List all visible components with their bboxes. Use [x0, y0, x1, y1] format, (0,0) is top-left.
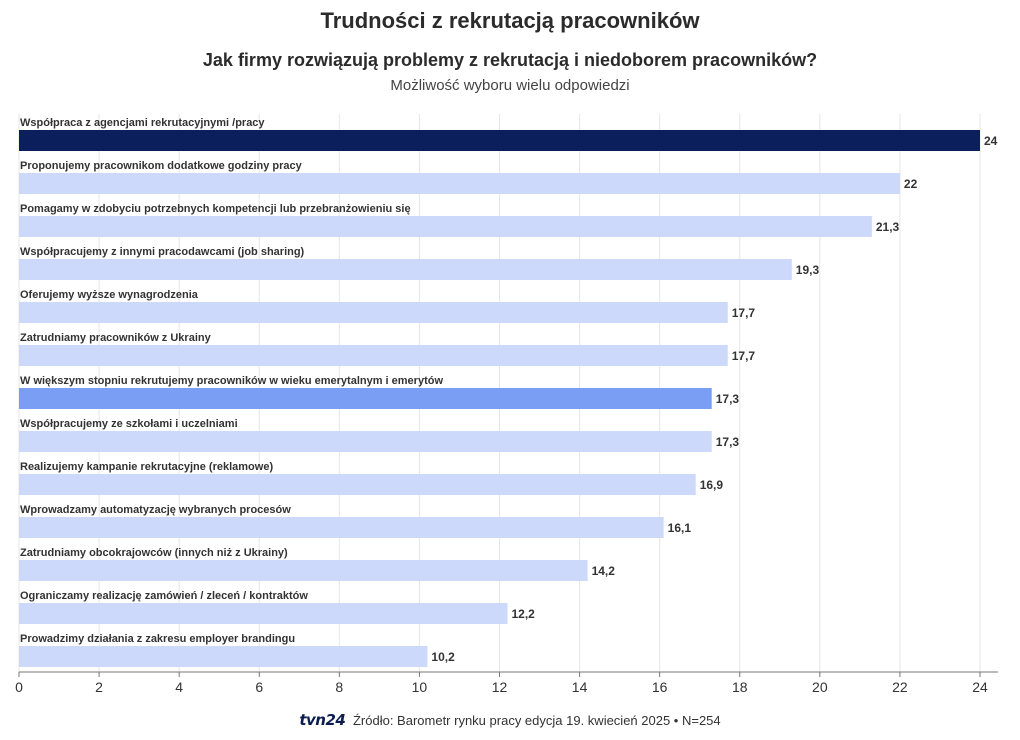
bar: [19, 603, 508, 624]
x-tick-label: 24: [972, 679, 988, 695]
category-label: Oferujemy wyższe wynagrodzenia: [20, 289, 199, 301]
bar: [19, 388, 712, 409]
x-tick-label: 20: [812, 679, 828, 695]
category-label: Proponujemy pracownikom dodatkowe godzin…: [20, 160, 303, 172]
category-label: W większym stopniu rekrutujemy pracownik…: [20, 375, 443, 387]
category-label: Prowadzimy działania z zakresu employer …: [20, 633, 295, 645]
chart-subtitle: Jak firmy rozwiązują problemy z rekrutac…: [202, 50, 818, 70]
value-label: 19,3: [796, 263, 820, 277]
value-label: 17,3: [716, 435, 740, 449]
category-label: Współpracujemy z innymi pracodawcami (jo…: [20, 246, 305, 258]
tvn24-logo: tvn24: [299, 711, 346, 729]
category-label: Wprowadzamy automatyzację wybranych proc…: [20, 504, 291, 516]
bar: [19, 216, 872, 237]
category-label: Zatrudniamy pracowników z Ukrainy: [20, 332, 212, 344]
value-label: 17,3: [716, 392, 740, 406]
bar: [19, 259, 792, 280]
x-tick-label: 10: [412, 679, 428, 695]
category-label: Współpracujemy ze szkołami i uczelniami: [20, 418, 238, 430]
bar: [19, 560, 588, 581]
bar: [19, 431, 712, 452]
value-label: 16,9: [700, 478, 724, 492]
bar: [19, 302, 728, 323]
x-tick-label: 8: [335, 679, 343, 695]
x-tick-label: 22: [892, 679, 908, 695]
value-label: 21,3: [876, 220, 900, 234]
value-label: 24: [984, 134, 998, 148]
category-label: Współpraca z agencjami rekrutacyjnymi /p…: [20, 117, 265, 129]
category-label: Realizujemy kampanie rekrutacyjne (rekla…: [20, 461, 273, 473]
category-label: Zatrudniamy obcokrajowców (innych niż z …: [20, 547, 288, 559]
chart-title: Trudności z rekrutacją pracowników: [320, 8, 700, 33]
bar: [19, 646, 428, 667]
bar: [19, 517, 664, 538]
bar: [19, 345, 728, 366]
value-label: 17,7: [732, 306, 756, 320]
chart-note: Możliwość wyboru wielu odpowiedzi: [390, 77, 630, 94]
category-label: Ograniczamy realizację zamówień / zleceń…: [20, 590, 308, 602]
x-tick-label: 4: [175, 679, 183, 695]
value-label: 16,1: [668, 521, 692, 535]
x-tick-label: 6: [255, 679, 263, 695]
value-label: 12,2: [512, 607, 536, 621]
footer: tvn24 Źródło: Barometr rynku pracy edycj…: [0, 711, 1020, 729]
bar: [19, 130, 980, 151]
value-label: 14,2: [592, 564, 616, 578]
x-tick-label: 14: [572, 679, 588, 695]
source-text: Źródło: Barometr rynku pracy edycja 19. …: [352, 713, 721, 728]
x-tick-label: 12: [492, 679, 508, 695]
x-tick-label: 18: [732, 679, 748, 695]
value-label: 22: [904, 177, 918, 191]
x-tick-label: 0: [15, 679, 23, 695]
value-label: 10,2: [431, 650, 455, 664]
bar: [19, 474, 696, 495]
value-label: 17,7: [732, 349, 756, 363]
bar: [19, 173, 900, 194]
category-label: Pomagamy w zdobyciu potrzebnych kompeten…: [20, 203, 411, 215]
x-tick-label: 2: [95, 679, 103, 695]
x-tick-label: 16: [652, 679, 668, 695]
